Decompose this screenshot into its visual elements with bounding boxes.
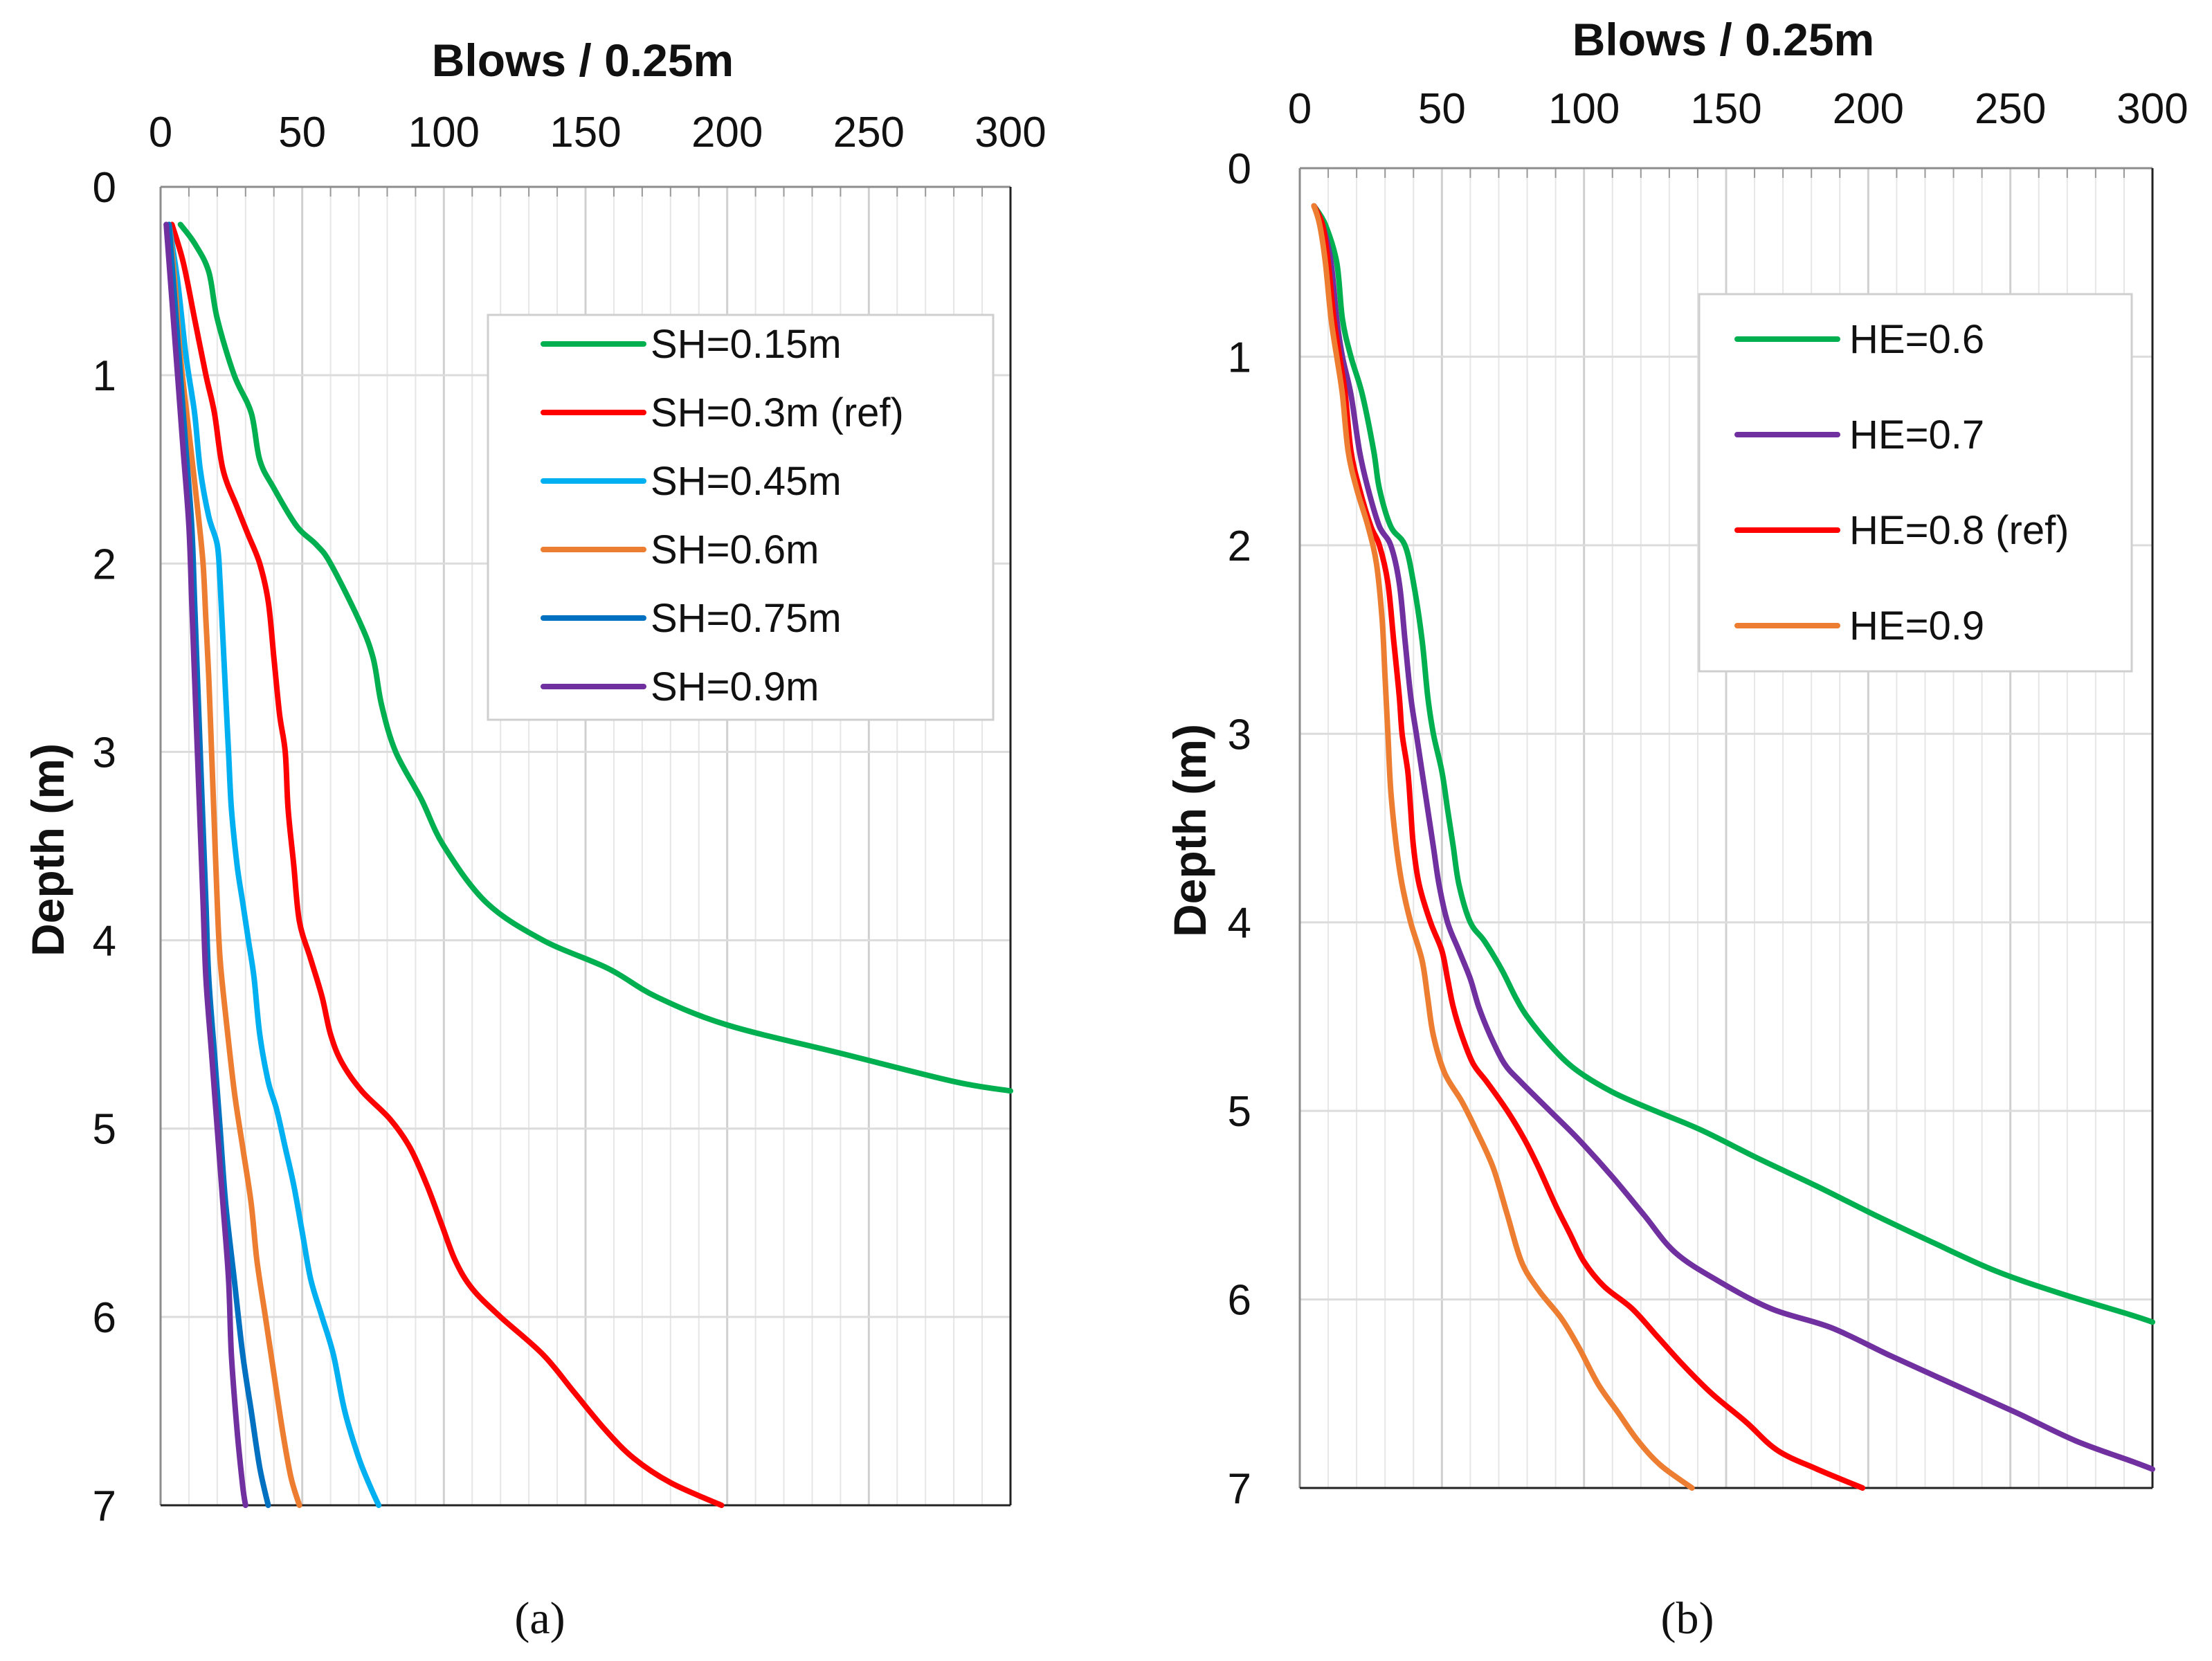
y-tick-label: 6 [93,1294,116,1342]
x-tick-label: 150 [1690,85,1761,133]
legend-label: SH=0.3m (ref) [651,390,904,435]
panel-a-y-tick-labels: 0 1 2 3 4 5 6 7 [93,164,116,1530]
series-line-sh-0-75m [166,221,271,1508]
panel-b-caption: (b) [1661,1593,1714,1644]
x-tick-label: 200 [1833,85,1904,133]
x-tick-label: 300 [2116,85,2188,133]
legend-label: SH=0.9m [651,664,819,709]
y-tick-label: 3 [1228,711,1251,759]
series-line-he-0-6 [1311,203,2155,1325]
legend-label: HE=0.8 (ref) [1849,508,2069,553]
y-tick-label: 1 [1228,334,1251,381]
panel-a-series [163,221,1013,1508]
panel-a-x-tick-labels: 0 50 100 150 200 250 300 [149,109,1046,156]
x-tick-label: 100 [1548,85,1620,133]
panel-b-y-axis-title: Depth (m) [1164,724,1215,937]
panel-b-frame [1298,167,2154,1489]
x-tick-label: 150 [550,109,621,156]
y-tick-label: 4 [93,918,116,965]
panel-a-caption: (a) [514,1593,565,1644]
legend-box [487,314,995,721]
series-line-he-0-9 [1311,203,1695,1491]
x-tick-label: 250 [833,109,905,156]
panel-b-legend: HE=0.6 HE=0.7 HE=0.8 (ref) HE=0.9 [1698,293,2133,673]
panel-b-x-tick-labels: 0 50 100 150 200 250 300 [1288,85,2188,133]
legend-label: SH=0.75m [651,596,842,641]
series-line-he-0-7 [1311,203,2155,1472]
legend-box [1698,293,2133,673]
x-tick-label: 100 [408,109,480,156]
y-tick-label: 7 [1228,1465,1251,1513]
series-line-sh-0-3m-ref [169,221,725,1508]
legend-label: HE=0.6 [1849,317,1984,362]
panel-a-chart: 0 50 100 150 200 250 300 0 1 2 3 4 5 6 7 Blows / 0.25… [22,35,1046,1644]
legend-label: SH=0.15m [651,322,842,367]
y-tick-label: 7 [93,1482,116,1530]
y-tick-label: 2 [1228,523,1251,570]
panel-a-legend: SH=0.15m SH=0.3m (ref) SH=0.45m SH=0.6m SH=0… [487,314,995,721]
x-tick-label: 50 [1418,85,1466,133]
x-tick-label: 0 [1288,85,1312,133]
panel-a-frame [159,185,1012,1507]
y-tick-label: 1 [93,352,116,400]
x-tick-label: 0 [149,109,172,156]
panel-b-chart: 0 50 100 150 200 250 300 0 1 2 3 4 5 6 7 Blows / 0.25… [1164,14,2188,1644]
y-tick-label: 0 [1228,145,1251,193]
panel-b-series [1311,203,2155,1491]
y-tick-label: 0 [93,164,116,212]
series-line-sh-0-9m [163,221,248,1508]
y-tick-label: 3 [93,729,116,777]
legend-label: SH=0.45m [651,459,842,504]
legend-label: HE=0.7 [1849,412,1984,457]
x-tick-label: 300 [974,109,1046,156]
series-line-sh-0-6m [166,221,302,1508]
y-tick-label: 6 [1228,1277,1251,1325]
legend-label: SH=0.6m [651,527,819,572]
y-tick-label: 2 [93,541,116,588]
panel-b-y-tick-labels: 0 1 2 3 4 5 6 7 [1228,145,1251,1513]
legend-label: HE=0.9 [1849,603,1984,648]
series-line-sh-0-15m [177,221,1013,1094]
panel-b-x-axis-title: Blows / 0.25m [1572,14,1875,65]
x-tick-label: 200 [691,109,763,156]
series-line-sh-0-45m [166,221,382,1508]
panel-a-y-axis-title: Depth (m) [22,743,73,956]
panel-a-x-axis-title: Blows / 0.25m [432,35,734,86]
x-tick-label: 250 [1975,85,2046,133]
y-tick-label: 5 [93,1106,116,1154]
x-tick-label: 50 [278,109,326,156]
y-tick-label: 5 [1228,1088,1251,1136]
y-tick-label: 4 [1228,900,1251,947]
